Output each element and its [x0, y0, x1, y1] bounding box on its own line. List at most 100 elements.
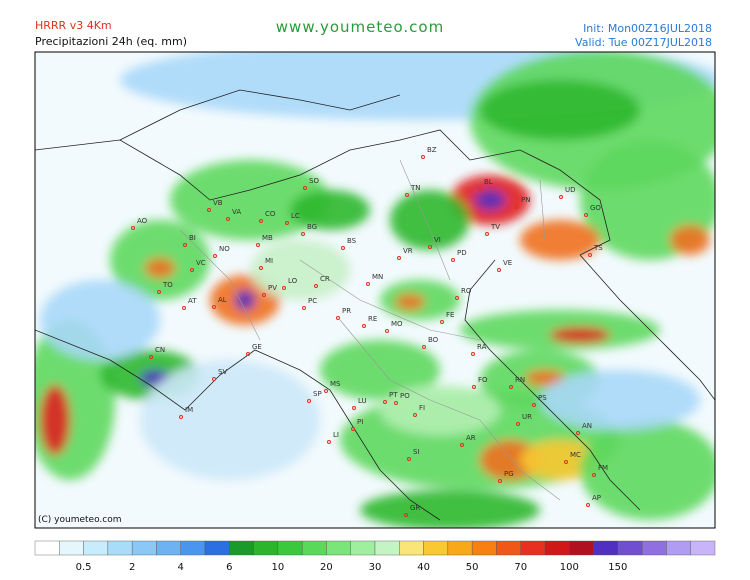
city-dot	[324, 389, 328, 393]
city-dot	[471, 352, 475, 356]
color-swatch	[496, 540, 521, 556]
color-swatch	[520, 540, 546, 556]
color-swatch	[131, 540, 157, 556]
city-label: RN	[515, 376, 525, 384]
legend-tick-label: 100	[560, 562, 579, 573]
precip-area	[145, 258, 175, 278]
city-dot	[564, 460, 568, 464]
precip-area	[580, 420, 715, 520]
city-dot	[497, 268, 501, 272]
city-dot	[509, 385, 513, 389]
city-label: VI	[434, 236, 441, 244]
city-dot	[588, 253, 592, 257]
borders	[35, 89, 715, 521]
precip-area	[520, 220, 600, 260]
city-dot	[460, 443, 464, 447]
city-label: LI	[333, 431, 339, 439]
city-dot	[366, 282, 370, 286]
city-label: MC	[570, 451, 581, 459]
city-dot	[259, 266, 263, 270]
city-dot	[303, 186, 307, 190]
city-dot	[327, 440, 331, 444]
precip-area	[390, 190, 470, 250]
city-dot	[498, 479, 502, 483]
city-dot	[226, 217, 230, 221]
color-swatch	[83, 540, 109, 556]
city-dot	[285, 221, 289, 225]
precip-area	[250, 240, 350, 300]
color-swatch	[569, 540, 594, 556]
color-swatch	[34, 540, 60, 556]
city-label: TS	[593, 244, 603, 252]
city-dot	[179, 415, 183, 419]
city-dot	[559, 195, 563, 199]
city-label: AL	[218, 296, 227, 304]
city-dot	[451, 258, 455, 262]
city-dot	[213, 254, 217, 258]
color-swatch	[641, 540, 667, 556]
map: BZ TN BL UD PN TV VE PD VI VR SO VB VA CO LC BG BS MB MI NO…	[35, 52, 715, 528]
city-label: BG	[307, 223, 317, 231]
city-label: NO	[219, 245, 230, 253]
city-dot	[351, 427, 355, 431]
city-label: MS	[330, 380, 341, 388]
color-swatch	[156, 540, 181, 556]
city-labels: BZ TN BL UD PN TV VE PD VI VR SO VB VA CO LC BG BS MB MI NO…	[131, 146, 608, 517]
legend-tick-label: 70	[514, 562, 527, 573]
color-swatch	[447, 540, 473, 556]
city-dot	[485, 232, 489, 236]
color-swatch	[277, 540, 303, 556]
city-label: AO	[137, 217, 148, 225]
city-label: PS	[538, 394, 547, 402]
precip-area	[140, 360, 320, 480]
city-label: SV	[218, 368, 227, 376]
color-swatch	[229, 540, 254, 556]
legend-tick-label: 0.5	[76, 562, 92, 573]
city-dot	[515, 205, 519, 209]
city-label: BO	[428, 336, 439, 344]
city-dot	[407, 457, 411, 461]
city-dot	[362, 324, 366, 328]
city-dot	[405, 193, 409, 197]
city-dot	[301, 232, 305, 236]
map-frame	[34, 51, 716, 529]
city-dot	[584, 213, 588, 217]
legend-tick-label: 20	[320, 562, 333, 573]
city-dot	[422, 345, 426, 349]
city-label: PC	[308, 297, 317, 305]
city-label: PV	[268, 284, 277, 292]
city-label: FO	[478, 376, 488, 384]
precip-area	[670, 225, 710, 255]
city-label: MO	[391, 320, 403, 328]
city-dot	[307, 399, 311, 403]
city-dot	[421, 155, 425, 159]
product-label: Precipitazioni 24h (eq. mm)	[35, 35, 187, 48]
regions	[179, 159, 561, 501]
city-label: PN	[521, 196, 530, 204]
precip-area	[540, 370, 700, 430]
city-dot	[259, 219, 263, 223]
precip-area	[40, 385, 70, 455]
city-dot	[532, 403, 536, 407]
legend-tick-label: 4	[178, 562, 184, 573]
color-swatch	[180, 540, 206, 556]
city-label: UR	[522, 413, 532, 421]
city-dot	[341, 246, 345, 250]
city-label: CN	[155, 346, 165, 354]
color-swatch	[301, 540, 327, 556]
city-label: BL	[484, 178, 493, 186]
city-label: GE	[252, 343, 262, 351]
city-label: FE	[446, 311, 454, 319]
city-label: MI	[265, 257, 273, 265]
city-dot	[413, 413, 417, 417]
city-label: AP	[592, 494, 601, 502]
city-label: AN	[582, 422, 592, 430]
color-swatch	[544, 540, 570, 556]
legend-tick-label: 50	[466, 562, 479, 573]
precip-area	[480, 440, 540, 480]
city-label: AR	[466, 434, 476, 442]
city-label: CO	[265, 210, 276, 218]
precip-area	[290, 190, 370, 230]
city-label: BS	[347, 237, 357, 245]
city-dot	[404, 513, 408, 517]
